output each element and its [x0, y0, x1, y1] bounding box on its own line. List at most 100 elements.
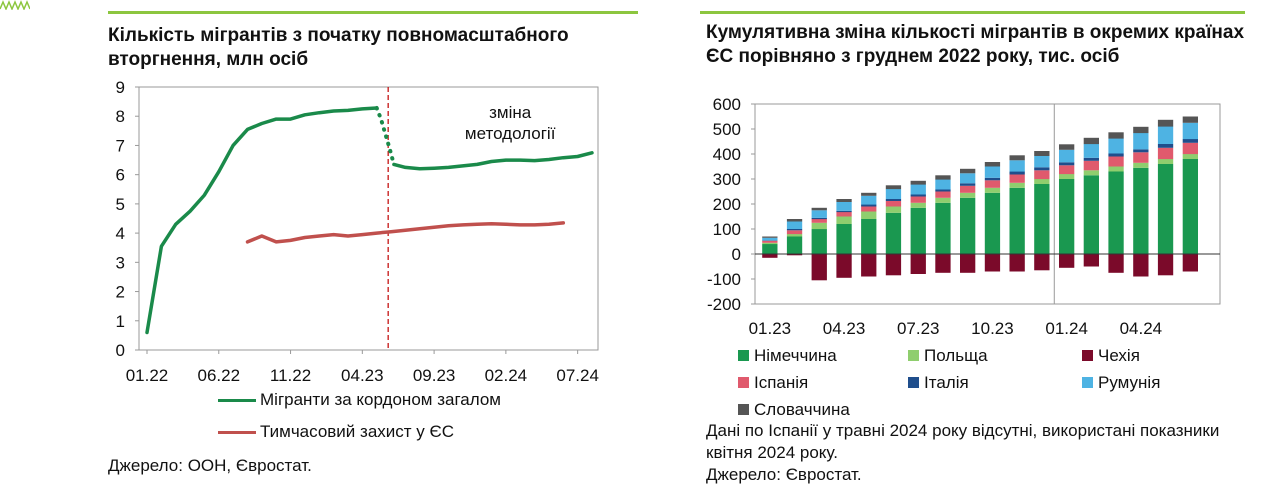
bar-segment-spain: [1182, 142, 1198, 155]
legend-swatch: [738, 377, 749, 388]
legend-label: Тимчасовий захист у ЄС: [260, 422, 454, 441]
bar-segment-czechia: [861, 254, 877, 277]
bar-segment-slovakia: [1133, 126, 1149, 134]
bar-segment-romania: [1157, 126, 1174, 144]
annotation-label-line2: методології: [465, 124, 556, 143]
corner-decoration: [0, 0, 30, 10]
bar-segment-romania: [836, 202, 852, 211]
bar-segment-spain: [984, 180, 1001, 188]
bar-segment-italy: [1182, 139, 1198, 143]
bar-segment-czechia: [1034, 254, 1050, 271]
right-note: Дані по Іспанії у травні 2024 року відсу…: [706, 421, 1220, 462]
legend-item-poland: Польща: [908, 346, 988, 366]
bar-segment-poland: [762, 242, 778, 245]
bar-segment-germany: [935, 202, 951, 255]
bar-segment-poland: [1009, 182, 1025, 188]
legend-item-migrants-total: Мігранти за кордоном загалом: [218, 390, 501, 410]
bar-segment-czechia: [960, 254, 976, 273]
bar-segment-slovakia: [836, 199, 852, 202]
bar-segment-germany: [885, 212, 902, 255]
bar-segment-poland: [935, 197, 951, 203]
bar-segment-romania: [1133, 133, 1149, 150]
zigzag-icon: [0, 0, 30, 10]
bar-segment-romania: [1083, 144, 1099, 158]
legend-item-temp-protection: Тимчасовий захист у ЄС: [218, 422, 454, 442]
bar-segment-czechia: [1009, 254, 1025, 272]
y-tick-label: 4: [116, 224, 125, 243]
bar-segment-germany: [836, 224, 852, 254]
bar-segment-slovakia: [960, 168, 976, 174]
y-tick-label: 5: [116, 195, 125, 214]
bar-segment-czechia: [1059, 254, 1075, 268]
right-source: Джерело: Євростат.: [706, 465, 862, 484]
bar-segment-czechia: [1157, 254, 1174, 276]
y-tick-label: 0: [732, 245, 741, 264]
bar-segment-romania: [861, 195, 877, 205]
bar-segment-czechia: [1083, 254, 1099, 267]
x-tick-label: 04.24: [1120, 319, 1163, 338]
bar-segment-romania: [811, 210, 827, 218]
bar-segment-romania: [1034, 156, 1050, 168]
annotation-label-line1: зміна: [489, 103, 532, 122]
x-tick-label: 07.24: [556, 366, 599, 385]
bar-segment-slovakia: [910, 180, 926, 185]
bar-segment-spain: [1083, 160, 1099, 171]
bar-segment-spain: [1034, 170, 1050, 180]
legend-swatch: [218, 399, 256, 403]
bar-segment-slovakia: [1059, 144, 1075, 150]
bar-segment-romania: [960, 173, 976, 184]
y-tick-label: 0: [116, 341, 125, 360]
bar-segment-italy: [1059, 162, 1075, 166]
legend-label: Чехія: [1098, 346, 1140, 365]
y-tick-label: 2: [116, 283, 125, 302]
x-tick-label: 04.23: [341, 366, 384, 385]
bar-segment-germany: [910, 207, 926, 255]
bar-segment-czechia: [984, 254, 1001, 272]
bar-segment-germany: [1059, 179, 1075, 254]
bar-segment-slovakia: [984, 162, 1001, 167]
bar-segment-spain: [762, 240, 778, 243]
legend-swatch: [1082, 350, 1093, 361]
legend-label: Польща: [924, 346, 988, 365]
bar-segment-poland: [1034, 179, 1050, 184]
x-tick-label: 01.22: [126, 366, 169, 385]
bar-segment-slovakia: [1034, 151, 1050, 156]
x-tick-label: 11.22: [270, 366, 311, 385]
bar-segment-czechia: [1108, 254, 1124, 273]
bar-segment-spain: [786, 230, 803, 235]
legend-swatch: [738, 404, 749, 415]
right-chart-title: Кумулятивна зміна кількості мігрантів в …: [706, 22, 1245, 67]
bar-segment-slovakia: [811, 207, 827, 211]
plot-frame: [138, 86, 599, 351]
bar-segment-poland: [1059, 174, 1075, 179]
bar-segment-slovakia: [1083, 137, 1099, 145]
bar-segment-italy: [984, 177, 1001, 181]
bar-segment-spain: [960, 185, 976, 193]
bar-segment-romania: [885, 189, 902, 199]
bar-segment-romania: [762, 237, 778, 241]
series-line-0: [145, 106, 379, 335]
bar-segment-slovakia: [786, 219, 803, 222]
bar-segment-poland: [1133, 162, 1149, 168]
y-tick-label: 7: [116, 136, 125, 155]
legend-swatch: [1082, 377, 1093, 388]
bar-segment-italy: [861, 204, 877, 207]
legend-label: Словаччина: [754, 400, 850, 419]
bar-segment-italy: [885, 199, 902, 201]
bar-segment-italy: [1083, 157, 1099, 161]
y-tick-label: -100: [707, 270, 741, 289]
legend-label: Італія: [924, 373, 969, 392]
y-tick-label: -200: [707, 295, 741, 314]
bar-segment-romania: [1009, 160, 1025, 172]
bar-segment-poland: [786, 234, 803, 237]
left-source: Джерело: ООН, Євростат.: [108, 456, 312, 475]
bar-segment-czechia: [1182, 254, 1198, 272]
bar-segment-slovakia: [885, 185, 902, 190]
left-chart-title: Кількість мігрантів з початку повномасшт…: [108, 25, 569, 70]
bar-segment-poland: [1157, 159, 1174, 164]
y-tick-label: 3: [116, 253, 125, 272]
y-tick-label: 6: [116, 166, 125, 185]
bar-segment-italy: [1034, 167, 1050, 171]
legend-swatch: [908, 377, 919, 388]
